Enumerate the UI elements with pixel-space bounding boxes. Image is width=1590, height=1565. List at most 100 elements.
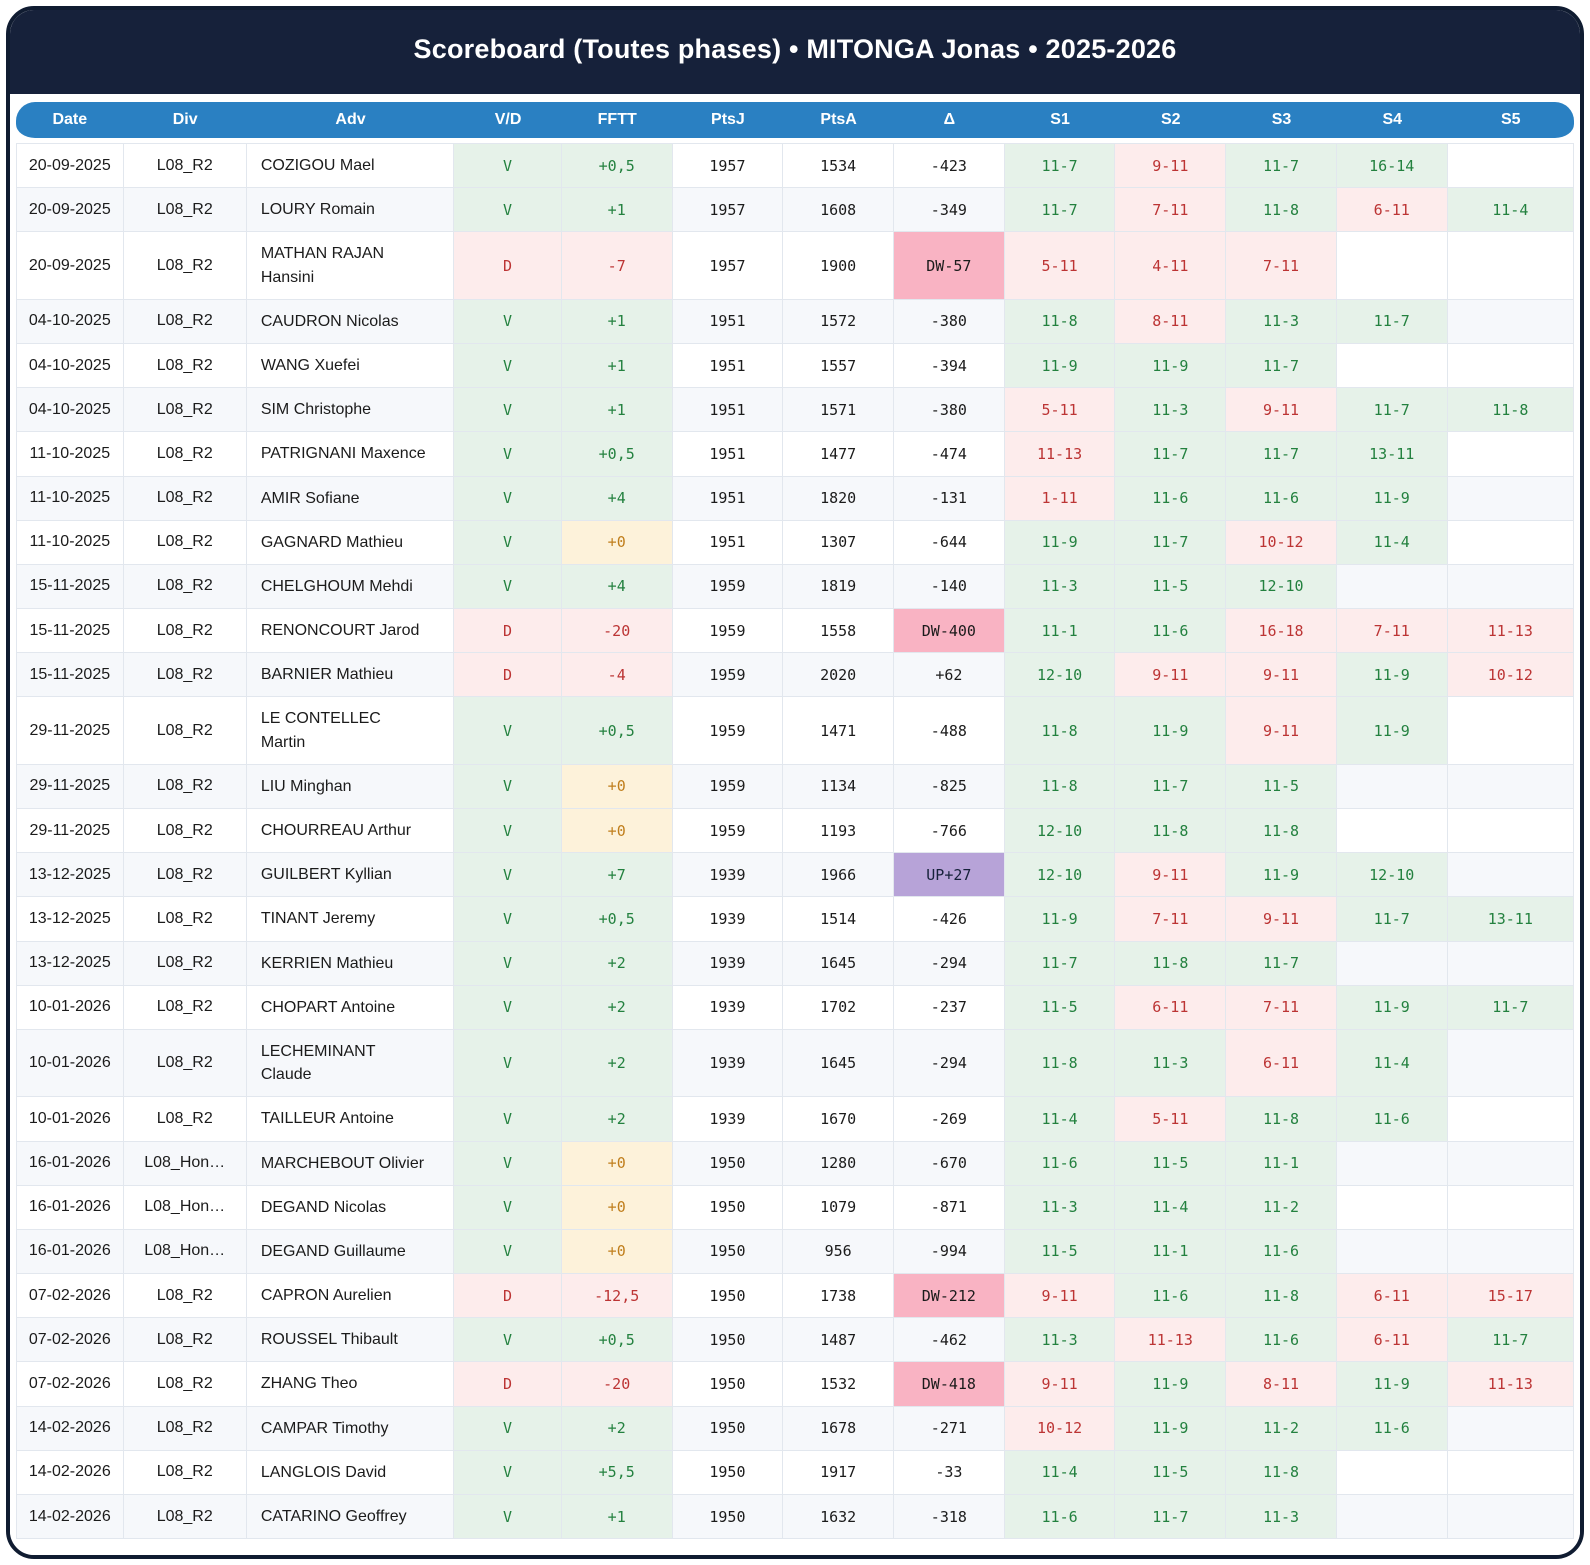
cell-div: L08_R2: [123, 697, 247, 765]
cell-fftt: +0: [561, 1141, 673, 1186]
scoreboard-table: Date Div Adv V/D FFTT PtsJ PtsA Δ S1 S2 S3 S4 S5 20-…: [16, 102, 1574, 1540]
cell-set-s3: 11-8: [1226, 188, 1337, 233]
cell-set-s3: 9-11: [1226, 897, 1337, 942]
cell-adv: LECHEMINANT Claude: [246, 1029, 455, 1098]
cell-div: L08_R2: [123, 809, 247, 854]
cell-delta: -380: [894, 299, 1005, 344]
table-row: 11-10-2025 L08_R2 GAGNARD Mathieu V +0 1951 13…: [16, 520, 1574, 565]
cell-set-s1: 11-13: [1004, 432, 1116, 477]
cell-div: L08_R2: [123, 476, 247, 521]
cell-set-s5: [1447, 1097, 1574, 1142]
cell-adv: MARCHEBOUT Olivier: [246, 1141, 455, 1186]
cell-div: L08_R2: [123, 232, 247, 300]
cell-set-s1: 12-10: [1004, 853, 1116, 898]
column-header-ptsj: PtsJ: [672, 102, 784, 143]
cell-div: L08_R2: [123, 188, 247, 233]
cell-set-s2: 11-8: [1115, 941, 1227, 986]
cell-adv: AMIR Sofiane: [246, 476, 455, 521]
column-header-s3: S3: [1226, 102, 1337, 143]
cell-set-s2: 11-13: [1115, 1318, 1227, 1363]
cell-div: L08_R2: [123, 1406, 247, 1451]
column-header-fftt: FFTT: [561, 102, 673, 143]
cell-set-s3: 11-2: [1226, 1185, 1337, 1230]
cell-vd: V: [454, 188, 562, 233]
column-header-s2: S2: [1115, 102, 1227, 143]
cell-set-s2: 11-6: [1115, 609, 1227, 654]
cell-set-s4: 11-6: [1336, 1097, 1448, 1142]
cell-div: L08_R2: [123, 343, 247, 389]
column-header-adv: Adv: [246, 102, 455, 143]
table-row: 13-12-2025 L08_R2 KERRIEN Mathieu V +2 1939 16…: [16, 941, 1574, 986]
cell-ptsj: 1959: [672, 697, 784, 765]
table-row: 10-01-2026 L08_R2 LECHEMINANT Claude V +2 193…: [16, 1029, 1574, 1098]
cell-set-s5: [1447, 143, 1574, 189]
cell-delta: +62: [894, 653, 1005, 698]
table-row: 15-11-2025 L08_R2 CHELGHOUM Mehdi V +4 1959 18…: [16, 564, 1574, 610]
cell-ptsa: 1572: [783, 299, 894, 344]
cell-fftt: +5,5: [561, 1450, 673, 1495]
cell-set-s2: 9-11: [1115, 653, 1227, 698]
cell-date: 04-10-2025: [16, 388, 124, 433]
cell-delta: -474: [894, 432, 1005, 477]
cell-vd: V: [454, 1406, 562, 1451]
cell-div: L08_R2: [123, 941, 247, 986]
cell-date: 15-11-2025: [16, 653, 124, 698]
cell-adv: TAILLEUR Antoine: [246, 1097, 455, 1142]
cell-set-s3: 9-11: [1226, 697, 1337, 765]
cell-fftt: +0: [561, 1229, 673, 1275]
cell-div: L08_R2: [123, 432, 247, 477]
cell-adv: LIU Minghan: [246, 764, 455, 809]
cell-set-s1: 12-10: [1004, 653, 1116, 698]
cell-set-s2: 11-3: [1115, 1029, 1227, 1098]
cell-vd: D: [454, 1362, 562, 1407]
table-row: 07-02-2026 L08_R2 ROUSSEL Thibault V +0,5 195…: [16, 1318, 1574, 1363]
cell-set-s4: 11-7: [1336, 299, 1448, 344]
cell-fftt: +2: [561, 941, 673, 986]
cell-vd: V: [454, 299, 562, 344]
cell-vd: D: [454, 232, 562, 300]
cell-ptsa: 1632: [783, 1495, 894, 1540]
cell-set-s2: 11-7: [1115, 764, 1227, 809]
cell-set-s4: [1336, 764, 1448, 809]
cell-adv: ROUSSEL Thibault: [246, 1318, 455, 1363]
cell-set-s1: 11-5: [1004, 985, 1116, 1030]
cell-set-s2: 9-11: [1115, 143, 1227, 189]
cell-set-s3: 11-7: [1226, 941, 1337, 986]
cell-set-s5: [1447, 432, 1574, 477]
cell-set-s2: 11-9: [1115, 1406, 1227, 1451]
cell-set-s4: [1336, 809, 1448, 854]
cell-ptsj: 1950: [672, 1450, 784, 1495]
cell-ptsa: 1738: [783, 1274, 894, 1319]
cell-date: 16-01-2026: [16, 1185, 124, 1230]
table-row: 16-01-2026 L08_Hon… DEGAND Guillaume V +0 195…: [16, 1229, 1574, 1275]
cell-set-s5: [1447, 809, 1574, 854]
cell-date: 15-11-2025: [16, 564, 124, 610]
column-header-date: Date: [16, 102, 124, 143]
cell-delta: -994: [894, 1229, 1005, 1275]
cell-ptsa: 1966: [783, 853, 894, 898]
cell-vd: V: [454, 764, 562, 809]
cell-set-s1: 11-1: [1004, 609, 1116, 654]
cell-delta: -131: [894, 476, 1005, 521]
cell-set-s4: 11-7: [1336, 897, 1448, 942]
cell-ptsa: 1477: [783, 432, 894, 477]
cell-vd: V: [454, 1141, 562, 1186]
cell-fftt: +1: [561, 343, 673, 389]
cell-set-s2: 4-11: [1115, 232, 1227, 300]
header-row: Date Div Adv V/D FFTT PtsJ PtsA Δ S1 S2 S3 S4 S5: [16, 102, 1574, 143]
column-header-vd: V/D: [454, 102, 562, 143]
cell-ptsj: 1951: [672, 432, 784, 477]
cell-ptsa: 1608: [783, 188, 894, 233]
cell-div: L08_R2: [123, 1450, 247, 1495]
cell-fftt: +4: [561, 476, 673, 521]
cell-ptsj: 1957: [672, 188, 784, 233]
cell-fftt: +0,5: [561, 1318, 673, 1363]
cell-set-s5: [1447, 1406, 1574, 1451]
cell-ptsa: 1079: [783, 1185, 894, 1230]
cell-set-s4: 11-9: [1336, 697, 1448, 765]
cell-fftt: -12,5: [561, 1274, 673, 1319]
cell-ptsj: 1957: [672, 232, 784, 300]
cell-set-s2: 11-6: [1115, 476, 1227, 521]
cell-div: L08_Hon…: [123, 1141, 247, 1186]
cell-set-s5: [1447, 697, 1574, 765]
